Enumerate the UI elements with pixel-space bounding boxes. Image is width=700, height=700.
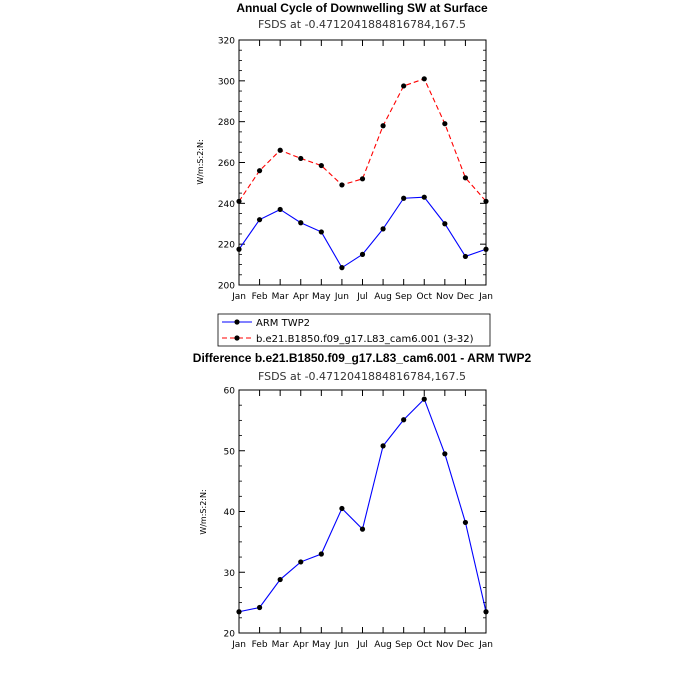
x-tick-label: Aug: [374, 292, 392, 302]
data-point: [277, 206, 283, 213]
legend-box: [217, 313, 491, 347]
top-chart-subtitle: FSDS at -0.4712041884816784,167.5: [258, 18, 466, 31]
plot-frame: [238, 389, 487, 634]
x-tick-label: Jul: [356, 640, 368, 650]
x-tick-label: May: [312, 640, 331, 650]
data-point: [339, 182, 345, 188]
legend-marker-model: [234, 335, 240, 341]
y-tick-label: 20: [224, 630, 236, 640]
y-tick-label: 200: [218, 282, 235, 292]
data-point: [256, 168, 263, 174]
x-tick-label: Jan: [231, 292, 246, 302]
y-tick-label: 280: [218, 118, 235, 128]
data-point: [359, 526, 366, 532]
data-point: [421, 76, 427, 82]
x-tick-label: Oct: [416, 292, 432, 302]
x-tick-label: Oct: [416, 640, 432, 650]
top-plot-area: 200 220 240 260 280 300 320 Jan Feb Mar Apr May Jun J…: [218, 37, 493, 303]
y-tick-label: 40: [224, 508, 236, 518]
data-point: [256, 604, 263, 611]
data-point: [462, 253, 469, 260]
data-point: [483, 198, 489, 204]
x-tick-label: Sep: [395, 292, 412, 302]
bottom-plot-area: 20 30 40 50 60 Jan Feb Mar Apr May Jun Jul Aug Sep Oct…: [224, 387, 493, 651]
x-tick-label: Apr: [293, 292, 309, 302]
data-point: [236, 246, 242, 252]
y-tick-label: 60: [224, 387, 236, 397]
top-chart-title: Annual Cycle of Downwelling SW at Surfac…: [236, 1, 488, 15]
data-point: [298, 559, 304, 565]
x-tick-label: Feb: [252, 292, 268, 302]
data-point: [442, 121, 448, 127]
data-point: [298, 220, 304, 226]
x-tick-label: Aug: [374, 640, 392, 650]
y-tick-label: 300: [218, 77, 235, 87]
y-tick-label: 220: [218, 241, 235, 251]
data-point: [318, 229, 324, 235]
y-tick-label: 320: [218, 37, 235, 47]
data-point: [236, 609, 242, 615]
data-point: [483, 609, 489, 615]
bottom-chart-title: Difference b.e21.B1850.f09_g17.L83_cam6.…: [193, 351, 532, 365]
x-tick-label: Mar: [272, 640, 289, 650]
x-tick-label: Apr: [293, 640, 309, 650]
data-point: [442, 451, 448, 457]
y-tick-label: 30: [224, 569, 236, 579]
x-tick-label: Feb: [252, 640, 268, 650]
bottom-chart-subtitle: FSDS at -0.4712041884816784,167.5: [258, 370, 466, 383]
top-y-axis-label: W/m:S:2:N:: [196, 139, 205, 184]
data-point: [277, 576, 283, 583]
data-point: [421, 396, 427, 402]
y-tick-label: 260: [218, 159, 235, 169]
data-point: [256, 217, 263, 223]
bottom-y-axis-label: W/m:S:2:N:: [199, 489, 208, 534]
x-tick-label: Dec: [457, 640, 474, 650]
data-point: [380, 123, 386, 129]
x-tick-label: Dec: [457, 292, 474, 302]
x-tick-label: Sep: [395, 640, 412, 650]
data-point: [442, 221, 448, 227]
data-point: [483, 246, 489, 252]
y-tick-label: 50: [224, 447, 236, 457]
legend-marker-arm: [234, 319, 240, 325]
data-point: [339, 265, 345, 271]
x-tick-label: Jan: [478, 640, 493, 650]
x-tick-label: Nov: [436, 640, 454, 650]
x-tick-label: Mar: [272, 292, 289, 302]
y-tick-label: 240: [218, 200, 235, 210]
series-line-0-0: [238, 196, 487, 269]
data-point: [236, 198, 242, 204]
data-point: [421, 194, 427, 200]
data-point: [380, 443, 386, 449]
data-point: [318, 162, 324, 169]
legend-label-arm: ARM TWP2: [256, 318, 310, 329]
data-point: [401, 83, 407, 89]
x-tick-label: Jul: [356, 292, 368, 302]
data-point: [380, 226, 386, 232]
data-point: [298, 155, 304, 162]
x-tick-label: Jun: [334, 292, 349, 302]
data-point: [401, 417, 407, 423]
x-tick-label: Nov: [436, 292, 454, 302]
x-tick-label: May: [312, 292, 331, 302]
data-point: [462, 519, 469, 526]
data-point: [277, 147, 283, 153]
legend: ARM TWP2 b.e21.B1850.f09_g17.L83_cam6.00…: [217, 313, 491, 347]
x-tick-label: Jan: [231, 640, 246, 650]
series-line-0-1: [238, 78, 487, 202]
series-line-1-0: [238, 398, 487, 613]
x-tick-label: Jun: [334, 640, 349, 650]
plot-frame: [238, 39, 487, 286]
legend-label-model: b.e21.B1850.f09_g17.L83_cam6.001 (3-32): [256, 334, 474, 345]
x-tick-label: Jan: [478, 292, 493, 302]
data-point: [462, 175, 469, 181]
data-point: [339, 505, 345, 512]
data-point: [359, 251, 366, 257]
data-point: [401, 195, 407, 201]
data-point: [359, 176, 366, 182]
data-point: [318, 551, 324, 557]
